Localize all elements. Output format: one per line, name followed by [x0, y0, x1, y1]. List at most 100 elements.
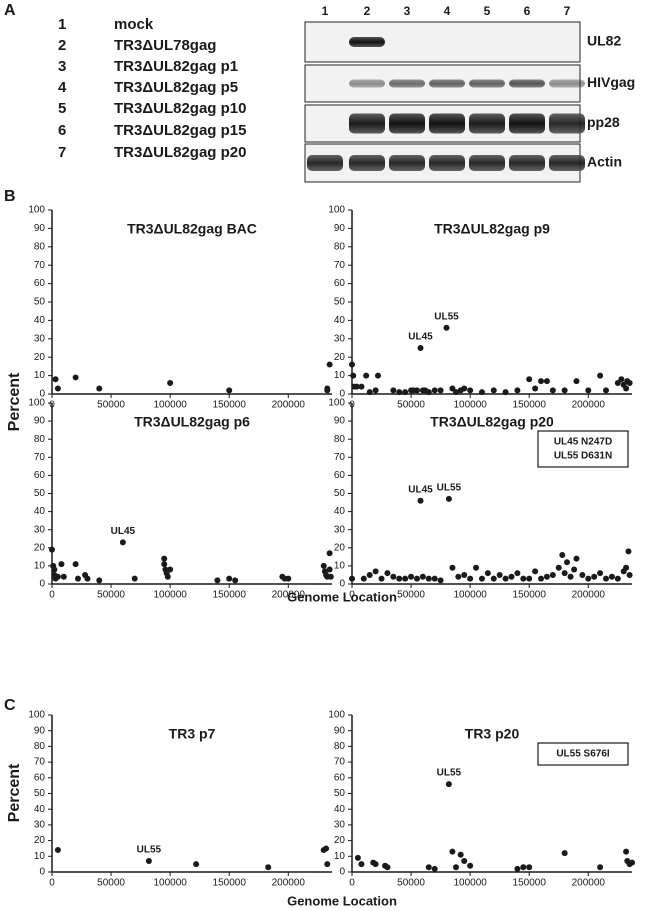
data-point: [285, 575, 292, 582]
blot-label: Actin: [587, 154, 622, 170]
data-point: [354, 854, 361, 861]
data-point: [58, 561, 65, 568]
lane-number: 6: [524, 4, 531, 18]
y-tick-label: 100: [28, 398, 45, 409]
data-point: [402, 575, 409, 582]
y-tick-label: 0: [39, 389, 45, 400]
chart-title: TR3ΔUL82gag p20: [430, 414, 554, 430]
y-tick-label: 20: [334, 352, 346, 363]
x-tick-label: 100000: [453, 400, 487, 411]
y-tick-label: 20: [334, 542, 346, 553]
data-point: [467, 862, 474, 869]
lane-name: TR3ΔUL82gag p5: [114, 79, 238, 96]
x-tick-label: 0: [49, 590, 55, 601]
data-point: [425, 864, 432, 871]
y-tick-label: 10: [334, 561, 346, 572]
blot-band: [389, 113, 425, 134]
data-point: [452, 389, 459, 396]
y-tick-label: 40: [334, 506, 346, 517]
lane-number: 3: [404, 4, 411, 18]
data-point: [167, 566, 174, 573]
annotation: UL55: [137, 845, 162, 856]
data-point: [378, 575, 385, 582]
mutation-box: [537, 430, 629, 468]
data-point: [597, 864, 604, 871]
blot-label: HIVgag: [587, 74, 635, 90]
annotation: UL45: [111, 526, 136, 537]
x-tick-label: 100000: [153, 878, 187, 889]
data-point: [324, 861, 331, 868]
y-tick-label: 30: [34, 524, 46, 535]
data-point: [526, 575, 533, 582]
y-tick-label: 60: [334, 470, 346, 481]
y-tick-label: 50: [334, 488, 346, 499]
data-point: [384, 570, 391, 577]
lane-number: 7: [564, 4, 571, 18]
y-tick-label: 40: [34, 315, 46, 326]
lane-name: TR3ΔUL78gag: [114, 37, 216, 54]
data-point: [84, 575, 91, 582]
data-point: [573, 555, 580, 562]
data-point: [484, 570, 491, 577]
blot-band: [549, 155, 585, 171]
data-point: [413, 575, 420, 582]
y-tick-label: 100: [328, 398, 345, 409]
mutation-label: UL55 S676I: [556, 749, 610, 760]
y-tick-label: 10: [334, 370, 346, 381]
data-point: [164, 573, 171, 580]
data-point: [374, 372, 381, 379]
blot-strip: [304, 21, 581, 63]
data-point: [597, 570, 604, 577]
data-point: [449, 564, 456, 571]
data-point: [490, 575, 497, 582]
x-tick-label: 50000: [397, 400, 425, 411]
x-tick-label: 200000: [272, 400, 306, 411]
x-tick-label: 150000: [213, 878, 247, 889]
lane-number: 4: [444, 4, 451, 18]
data-point: [549, 571, 556, 578]
x-tick-label: 100000: [153, 400, 187, 411]
data-point: [514, 865, 521, 872]
chart-title: TR3ΔUL82gag BAC: [127, 221, 257, 237]
lane-name: mock: [114, 16, 154, 33]
x-tick-label: 50000: [397, 878, 425, 889]
data-point: [526, 864, 533, 871]
y-axis-label: Percent: [6, 763, 23, 822]
data-point: [119, 539, 126, 546]
y-tick-label: 40: [334, 804, 346, 815]
data-point: [193, 861, 200, 868]
data-point: [573, 378, 580, 385]
blot-band: [549, 79, 585, 88]
x-axis-label: Genome Location: [287, 893, 397, 908]
y-tick-label: 100: [328, 710, 345, 721]
y-tick-label: 0: [339, 579, 345, 590]
mutation-label: UL45 N247D: [554, 437, 612, 448]
chart-title: TR3 p20: [465, 726, 520, 742]
data-point: [614, 575, 621, 582]
y-tick-label: 40: [334, 315, 346, 326]
data-point: [390, 387, 397, 394]
data-point: [372, 387, 379, 394]
data-point: [324, 385, 331, 392]
data-point: [473, 564, 480, 571]
blot-band: [429, 113, 465, 134]
data-point: [323, 845, 330, 852]
data-point: [96, 577, 103, 584]
data-point: [623, 848, 630, 855]
data-point: [626, 571, 633, 578]
panel-label: B: [4, 188, 16, 205]
blot-label: UL82: [587, 33, 621, 49]
y-tick-label: 100: [28, 710, 45, 721]
data-point: [52, 376, 59, 383]
data-point: [402, 389, 409, 396]
data-point: [350, 372, 357, 379]
panel-label: A: [4, 2, 16, 19]
blot-band: [349, 37, 385, 47]
y-tick-label: 60: [34, 470, 46, 481]
data-point: [532, 385, 539, 392]
y-tick-label: 70: [334, 260, 346, 271]
y-tick-label: 20: [34, 835, 46, 846]
data-point: [326, 361, 333, 368]
lane-name: TR3ΔUL82gag p1: [114, 58, 238, 75]
data-point: [431, 575, 438, 582]
